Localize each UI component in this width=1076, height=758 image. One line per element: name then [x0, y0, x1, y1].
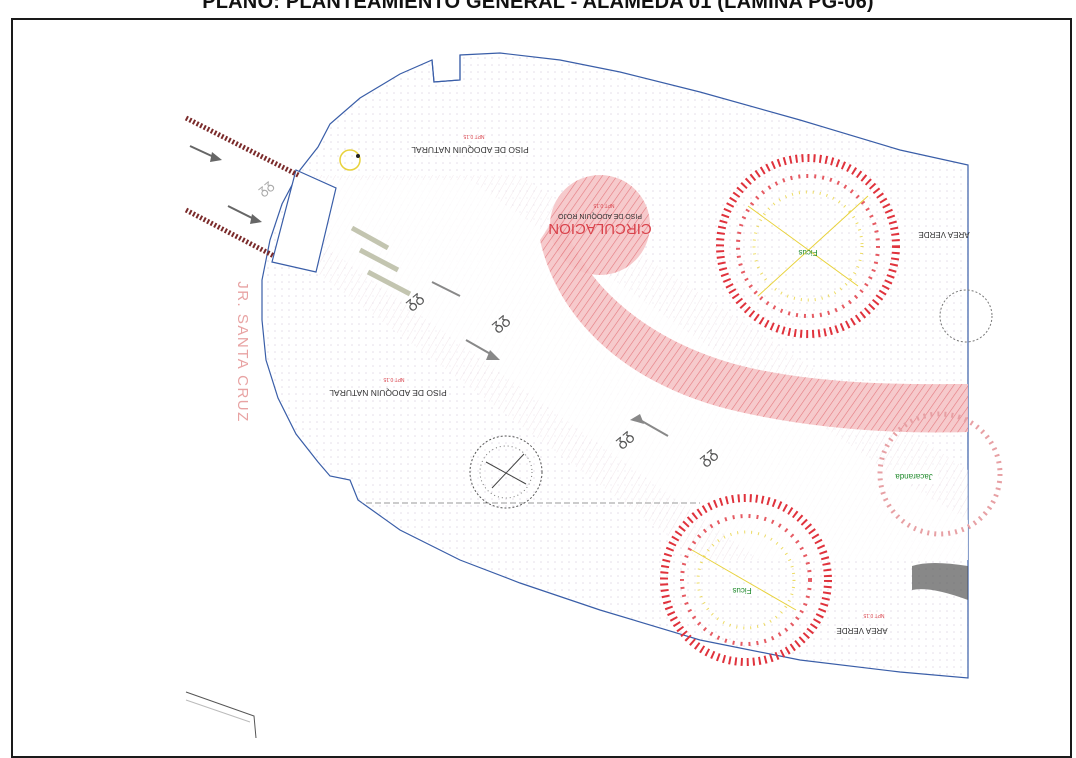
green-area-bottom-label: AREA VERDE — [836, 626, 887, 635]
circulation-subtitle: PISO DE ADOQUIN ROJO — [557, 212, 642, 219]
tree-top — [716, 154, 900, 338]
tree-top-label: Ficus — [798, 248, 817, 257]
rail-top — [184, 115, 302, 179]
green-area-right-label: AREA VERDE — [918, 230, 969, 239]
tree-bottom-label: Ficus — [732, 586, 751, 595]
paving-label-bottom: PISO DE ADOQUIN NATURAL — [329, 388, 447, 398]
level-tag-bottom: NPT 0.15 — [383, 376, 404, 382]
site-plan-drawing: ᵹᵹ ᵹᵹ ᵹᵹ ᵹᵹ ᵹᵹ Ficus Fi — [184, 52, 1003, 738]
tree-right-label: Jacaranda — [895, 472, 933, 481]
rail-bottom — [184, 207, 276, 259]
lane-markings — [350, 225, 412, 297]
level-tag-circulation: NPT 0.15 — [593, 202, 614, 208]
entrance-block — [271, 169, 337, 273]
svg-text:ᵹᵹ: ᵹᵹ — [254, 176, 276, 198]
tree-gray — [469, 435, 543, 509]
paving-label-top: PISO DE ADOQUIN NATURAL — [411, 145, 529, 155]
circulation-path — [540, 210, 968, 433]
tree-bottom — [660, 494, 832, 666]
level-tag-green-bottom: NPT 0.15 — [863, 612, 884, 618]
circulation-node — [550, 175, 650, 275]
level-tag-top: NPT 0.15 — [463, 133, 484, 139]
tree-right — [877, 411, 1003, 537]
circulation-title: CIRCULACION — [548, 220, 651, 237]
street-label: JR. SANTA CRUZ — [234, 281, 251, 423]
tree-far-right — [939, 289, 993, 343]
page-title: PLANO: PLANTEAMIENTO GENERAL - ALAMEDA 0… — [202, 0, 874, 13]
